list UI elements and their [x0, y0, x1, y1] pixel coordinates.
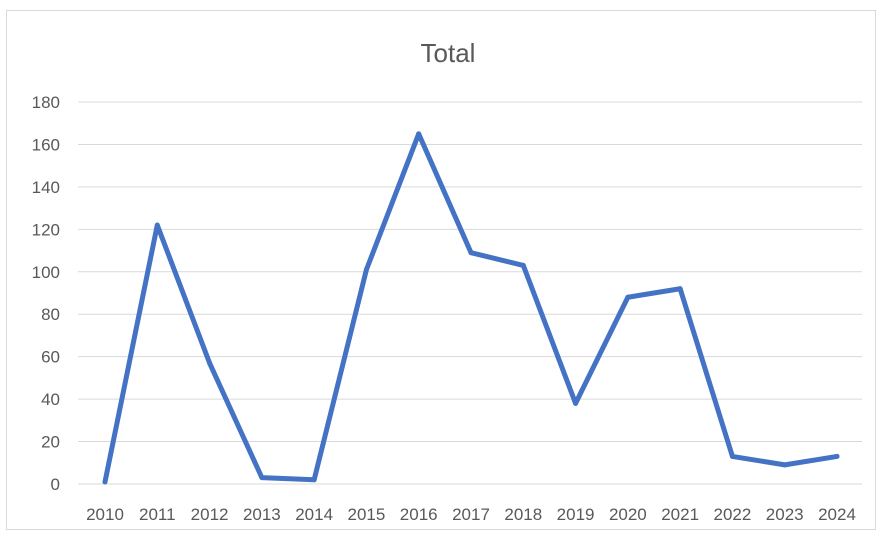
x-tick-label: 2021	[661, 505, 699, 524]
y-tick-label: 160	[32, 135, 60, 154]
y-tick-label: 0	[51, 475, 60, 494]
data-point-2010	[102, 479, 108, 485]
y-tick-label: 20	[41, 433, 60, 452]
y-tick-label: 140	[32, 178, 60, 197]
y-tick-label: 120	[32, 220, 60, 239]
x-tick-label: 2022	[714, 505, 752, 524]
data-point-2013	[259, 475, 265, 481]
x-tick-label: 2014	[295, 505, 333, 524]
x-tick-label: 2010	[86, 505, 124, 524]
data-point-2012	[207, 360, 213, 366]
x-axis-tick-labels: 2010 2011 2012 2013 2014 2015 2016 2017 2018 2019…	[86, 505, 856, 524]
data-point-2019	[573, 400, 579, 406]
x-tick-label: 2024	[818, 505, 856, 524]
x-tick-label: 2011	[139, 505, 176, 524]
y-tick-label: 180	[32, 93, 60, 112]
data-point-2015	[363, 267, 369, 273]
x-tick-label: 2016	[400, 505, 438, 524]
data-point-2016	[416, 131, 422, 137]
chart-title: Total	[421, 38, 476, 68]
x-tick-label: 2017	[452, 505, 490, 524]
y-tick-label: 60	[41, 348, 60, 367]
series-group	[102, 131, 840, 485]
y-tick-label: 80	[41, 305, 60, 324]
x-tick-label: 2013	[243, 505, 281, 524]
y-axis-tick-labels: 0 20 40 60 80 100 120 140 160 180	[32, 93, 60, 494]
data-point-2018	[520, 262, 526, 268]
x-tick-label: 2019	[557, 505, 595, 524]
y-tick-label: 40	[41, 390, 60, 409]
x-tick-label: 2018	[504, 505, 542, 524]
data-point-2014	[311, 477, 317, 483]
data-point-2011	[154, 222, 160, 228]
gridlines	[78, 101, 862, 485]
x-tick-label: 2015	[348, 505, 386, 524]
y-tick-label: 100	[32, 263, 60, 282]
data-point-2022	[729, 453, 735, 459]
data-point-2020	[625, 294, 631, 300]
x-tick-label: 2012	[191, 505, 229, 524]
series-line	[102, 131, 840, 485]
x-tick-label: 2020	[609, 505, 647, 524]
data-point-2023	[782, 462, 788, 468]
data-point-2017	[468, 250, 474, 256]
data-point-2024	[834, 453, 840, 459]
data-point-2021	[677, 286, 683, 292]
x-tick-label: 2023	[766, 505, 804, 524]
chart-frame	[6, 10, 876, 530]
